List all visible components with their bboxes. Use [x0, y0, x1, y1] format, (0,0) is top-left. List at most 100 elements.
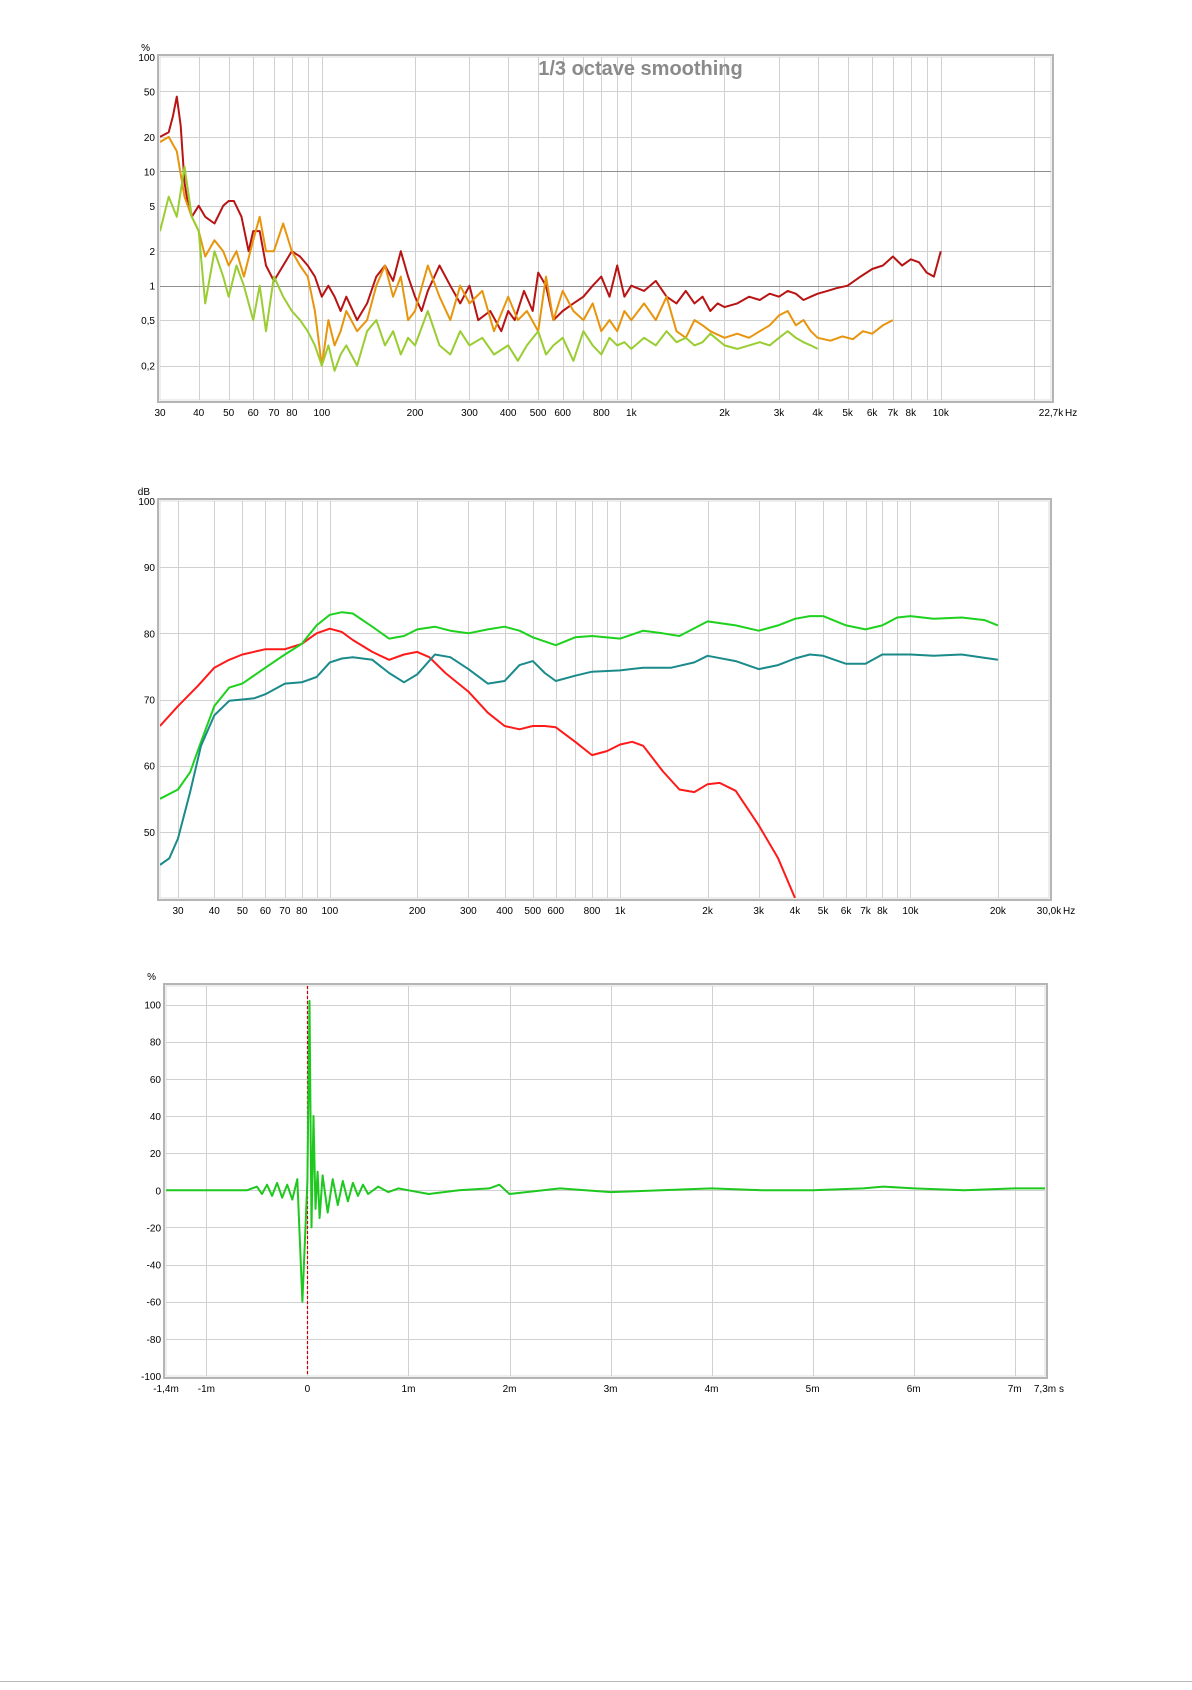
x-tick-label: 22,7k — [1039, 408, 1064, 419]
x-tick-label: 7m — [1008, 1384, 1022, 1395]
x-tick-label: 60 — [260, 906, 272, 917]
x-tick-label: 800 — [593, 408, 610, 419]
x-tick-label: 30,0k — [1037, 906, 1062, 917]
chart-title: 1/3 octave smoothing — [538, 58, 743, 80]
y-tick-label: -100 — [141, 1372, 161, 1383]
series-line-2 — [160, 611, 999, 800]
x-tick-label: 500 — [530, 408, 547, 419]
page-bottom-rule — [0, 1681, 1192, 1682]
x-unit-label: s — [1059, 1384, 1064, 1395]
chart-3: -1,4m -1m 0 1m 2m 3m 4m 5m 6m 7m 7,3m 100 80 60 40 20 0 -… — [141, 972, 1064, 1395]
x-tick-label: 200 — [409, 906, 426, 917]
x-tick-label: 7k — [888, 408, 900, 419]
x-tick-label: 50 — [237, 906, 249, 917]
x-tick-label: 6m — [907, 1384, 921, 1395]
y-tick-label: 80 — [144, 629, 156, 640]
y-tick-label: -20 — [147, 1223, 162, 1234]
x-tick-label: 40 — [193, 408, 205, 419]
x-tick-label: 400 — [500, 408, 517, 419]
series-line-1 — [160, 95, 942, 333]
x-tick-label: 1m — [402, 1384, 416, 1395]
x-tick-label: 20k — [990, 906, 1007, 917]
x-tick-label: 7,3m — [1034, 1384, 1056, 1395]
x-tick-label: 2m — [503, 1384, 517, 1395]
x-tick-label: 5k — [818, 906, 830, 917]
x-tick-label: 4k — [812, 408, 824, 419]
x-tick-label: 4k — [790, 906, 802, 917]
y-tick-label: -40 — [147, 1261, 162, 1272]
y-tick-label: 1 — [149, 282, 155, 293]
y-tick-label: 100 — [138, 53, 155, 64]
x-tick-label: 3k — [753, 906, 765, 917]
chart-1: 30 40 50 60 70 80 100 200 300 400 500 600 800 1k 2k 3k 4… — [138, 43, 1077, 419]
plot-area — [159, 500, 1050, 899]
plot-frame — [157, 54, 1054, 403]
x-tick-label: -1,4m — [153, 1384, 179, 1395]
y-tick-label: 40 — [150, 1112, 162, 1123]
y-tick-label: 0,2 — [141, 362, 155, 373]
y-tick-label: 10 — [144, 167, 156, 178]
x-tick-label: 5k — [842, 408, 854, 419]
x-tick-label: 800 — [584, 906, 601, 917]
x-tick-label: 70 — [268, 408, 280, 419]
chart-2: 30 40 50 60 70 80 100 200 300 400 500 600 800 1k 2k 3k 4… — [138, 487, 1075, 917]
y-tick-label: 5 — [149, 202, 155, 213]
x-tick-label: 3k — [774, 408, 786, 419]
series-line-1 — [160, 627, 796, 898]
x-tick-label: 60 — [248, 408, 260, 419]
y-tick-label: 0 — [155, 1186, 161, 1197]
x-tick-label: 300 — [460, 906, 477, 917]
x-tick-label: 1k — [626, 408, 638, 419]
y-unit-label: dB — [138, 487, 151, 498]
x-tick-label: 30 — [154, 408, 166, 419]
x-tick-label: 8k — [906, 408, 918, 419]
x-tick-label: 500 — [524, 906, 541, 917]
y-tick-label: 20 — [150, 1149, 162, 1160]
x-tick-label: 50 — [223, 408, 235, 419]
x-tick-label: 7k — [860, 906, 872, 917]
y-tick-label: 50 — [144, 87, 156, 98]
y-tick-label: 80 — [150, 1038, 162, 1049]
x-tick-label: 1k — [615, 906, 627, 917]
y-tick-label: 60 — [150, 1075, 162, 1086]
x-tick-label: 8k — [877, 906, 889, 917]
x-tick-label: 2k — [702, 906, 714, 917]
x-unit-label: Hz — [1063, 906, 1075, 917]
series-line-1 — [166, 999, 1045, 1303]
y-tick-label: 50 — [144, 828, 156, 839]
series-line-3 — [160, 165, 819, 372]
x-tick-label: 3m — [604, 1384, 618, 1395]
x-tick-label: 10k — [902, 906, 919, 917]
x-tick-label: 100 — [322, 906, 339, 917]
series-line-3 — [160, 653, 999, 866]
x-tick-label: 80 — [286, 408, 298, 419]
plot-frame — [163, 983, 1048, 1379]
y-tick-label: 70 — [144, 696, 156, 707]
x-tick-label: 80 — [296, 906, 308, 917]
x-tick-label: 4m — [705, 1384, 719, 1395]
plot-frame — [157, 498, 1052, 901]
x-tick-label: 600 — [547, 906, 564, 917]
series-line-2 — [160, 135, 894, 367]
x-tick-label: 10k — [933, 408, 950, 419]
x-tick-label: 2k — [719, 408, 731, 419]
y-unit-label: % — [141, 43, 150, 54]
y-tick-label: 0,5 — [141, 316, 155, 327]
x-tick-label: 5m — [806, 1384, 820, 1395]
x-tick-label: 0 — [305, 1384, 311, 1395]
y-tick-label: 2 — [149, 247, 155, 258]
y-tick-label: 100 — [144, 1001, 161, 1012]
x-tick-label: 400 — [496, 906, 513, 917]
x-tick-label: 70 — [279, 906, 291, 917]
x-unit-label: Hz — [1065, 408, 1077, 419]
y-tick-label: 60 — [144, 762, 156, 773]
x-tick-label: 40 — [209, 906, 221, 917]
y-unit-label: % — [147, 972, 156, 983]
x-tick-label: -1m — [198, 1384, 215, 1395]
x-tick-label: 200 — [407, 408, 424, 419]
y-tick-label: 90 — [144, 563, 156, 574]
plot-area — [159, 56, 1052, 401]
x-tick-label: 300 — [461, 408, 478, 419]
